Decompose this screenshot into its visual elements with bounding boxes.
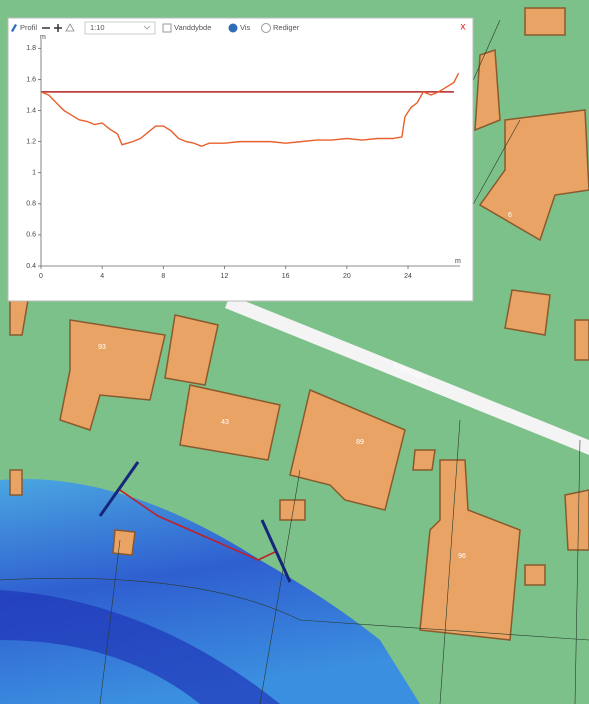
checkbox[interactable] (163, 24, 171, 32)
x-tick-label: 16 (282, 273, 290, 280)
map-label: 89 (356, 439, 364, 446)
radio-label: Rediger (273, 23, 300, 32)
panel-title: Profil (20, 23, 37, 32)
radio-selected[interactable] (229, 24, 238, 33)
map-label: 93 (98, 344, 106, 351)
x-tick-label: 8 (161, 273, 165, 280)
x-tick-label: 24 (404, 273, 412, 280)
checkbox-label: Vanddybde (174, 23, 211, 32)
radio-label: Vis (240, 23, 251, 32)
y-tick-label: 0.4 (26, 263, 36, 270)
screen: 693438996Engtoungel Profil 1:10 Vanddybd… (0, 0, 589, 704)
y-tick-label: 1.4 (26, 107, 36, 114)
radio[interactable] (262, 24, 271, 33)
y-tick-label: 0.8 (26, 201, 36, 208)
x-tick-label: 0 (39, 273, 43, 280)
x-axis-label: m (455, 258, 461, 265)
profile-panel: Profil 1:10 Vanddybde Vis Rediger x m m … (8, 18, 473, 301)
x-tick-label: 20 (343, 273, 351, 280)
scale-value: 1:10 (90, 23, 105, 32)
x-tick-label: 4 (100, 273, 104, 280)
map-label: 6 (508, 212, 512, 219)
map-label: 96 (458, 553, 466, 560)
y-tick-label: 0.6 (26, 232, 36, 239)
y-tick-label: 1.2 (26, 138, 36, 145)
y-tick-label: 1.6 (26, 76, 36, 83)
panel (8, 18, 473, 301)
x-tick-label: 12 (221, 273, 229, 280)
map-label: 43 (221, 419, 229, 426)
y-tick-label: 1.8 (26, 45, 36, 52)
y-tick-label: 1 (32, 170, 36, 177)
close-button[interactable]: x (461, 22, 466, 33)
